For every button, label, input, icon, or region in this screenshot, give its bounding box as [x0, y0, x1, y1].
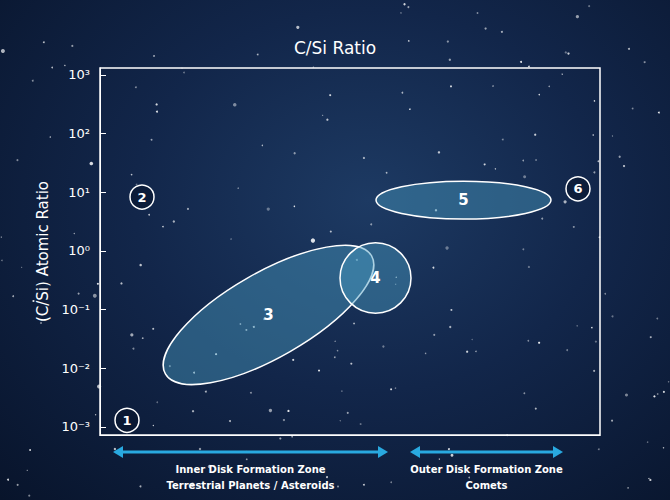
svg-text:10²: 10² — [68, 126, 90, 141]
svg-text:2: 2 — [137, 190, 146, 205]
svg-text:Terrestrial Planets / Asteroid: Terrestrial Planets / Asteroids — [166, 480, 334, 491]
svg-text:10¹: 10¹ — [68, 185, 90, 200]
svg-text:10⁻¹: 10⁻¹ — [61, 302, 90, 317]
svg-text:Outer Disk Formation Zone: Outer Disk Formation Zone — [410, 464, 563, 475]
svg-text:10⁻³: 10⁻³ — [61, 419, 90, 434]
svg-text:1: 1 — [122, 413, 131, 428]
svg-text:10⁻²: 10⁻² — [61, 361, 90, 376]
svg-text:4: 4 — [370, 269, 380, 287]
svg-text:6: 6 — [573, 181, 582, 196]
svg-text:10³: 10³ — [68, 67, 90, 82]
svg-text:Comets: Comets — [465, 480, 507, 491]
svg-text:10⁰: 10⁰ — [68, 243, 90, 258]
svg-text:5: 5 — [458, 191, 468, 209]
svg-text:C/Si Ratio: C/Si Ratio — [294, 38, 376, 58]
svg-text:(C/Si) Atomic Ratio: (C/Si) Atomic Ratio — [34, 181, 52, 322]
svg-text:3: 3 — [263, 306, 273, 324]
svg-text:Inner Disk Formation Zone: Inner Disk Formation Zone — [175, 464, 325, 475]
